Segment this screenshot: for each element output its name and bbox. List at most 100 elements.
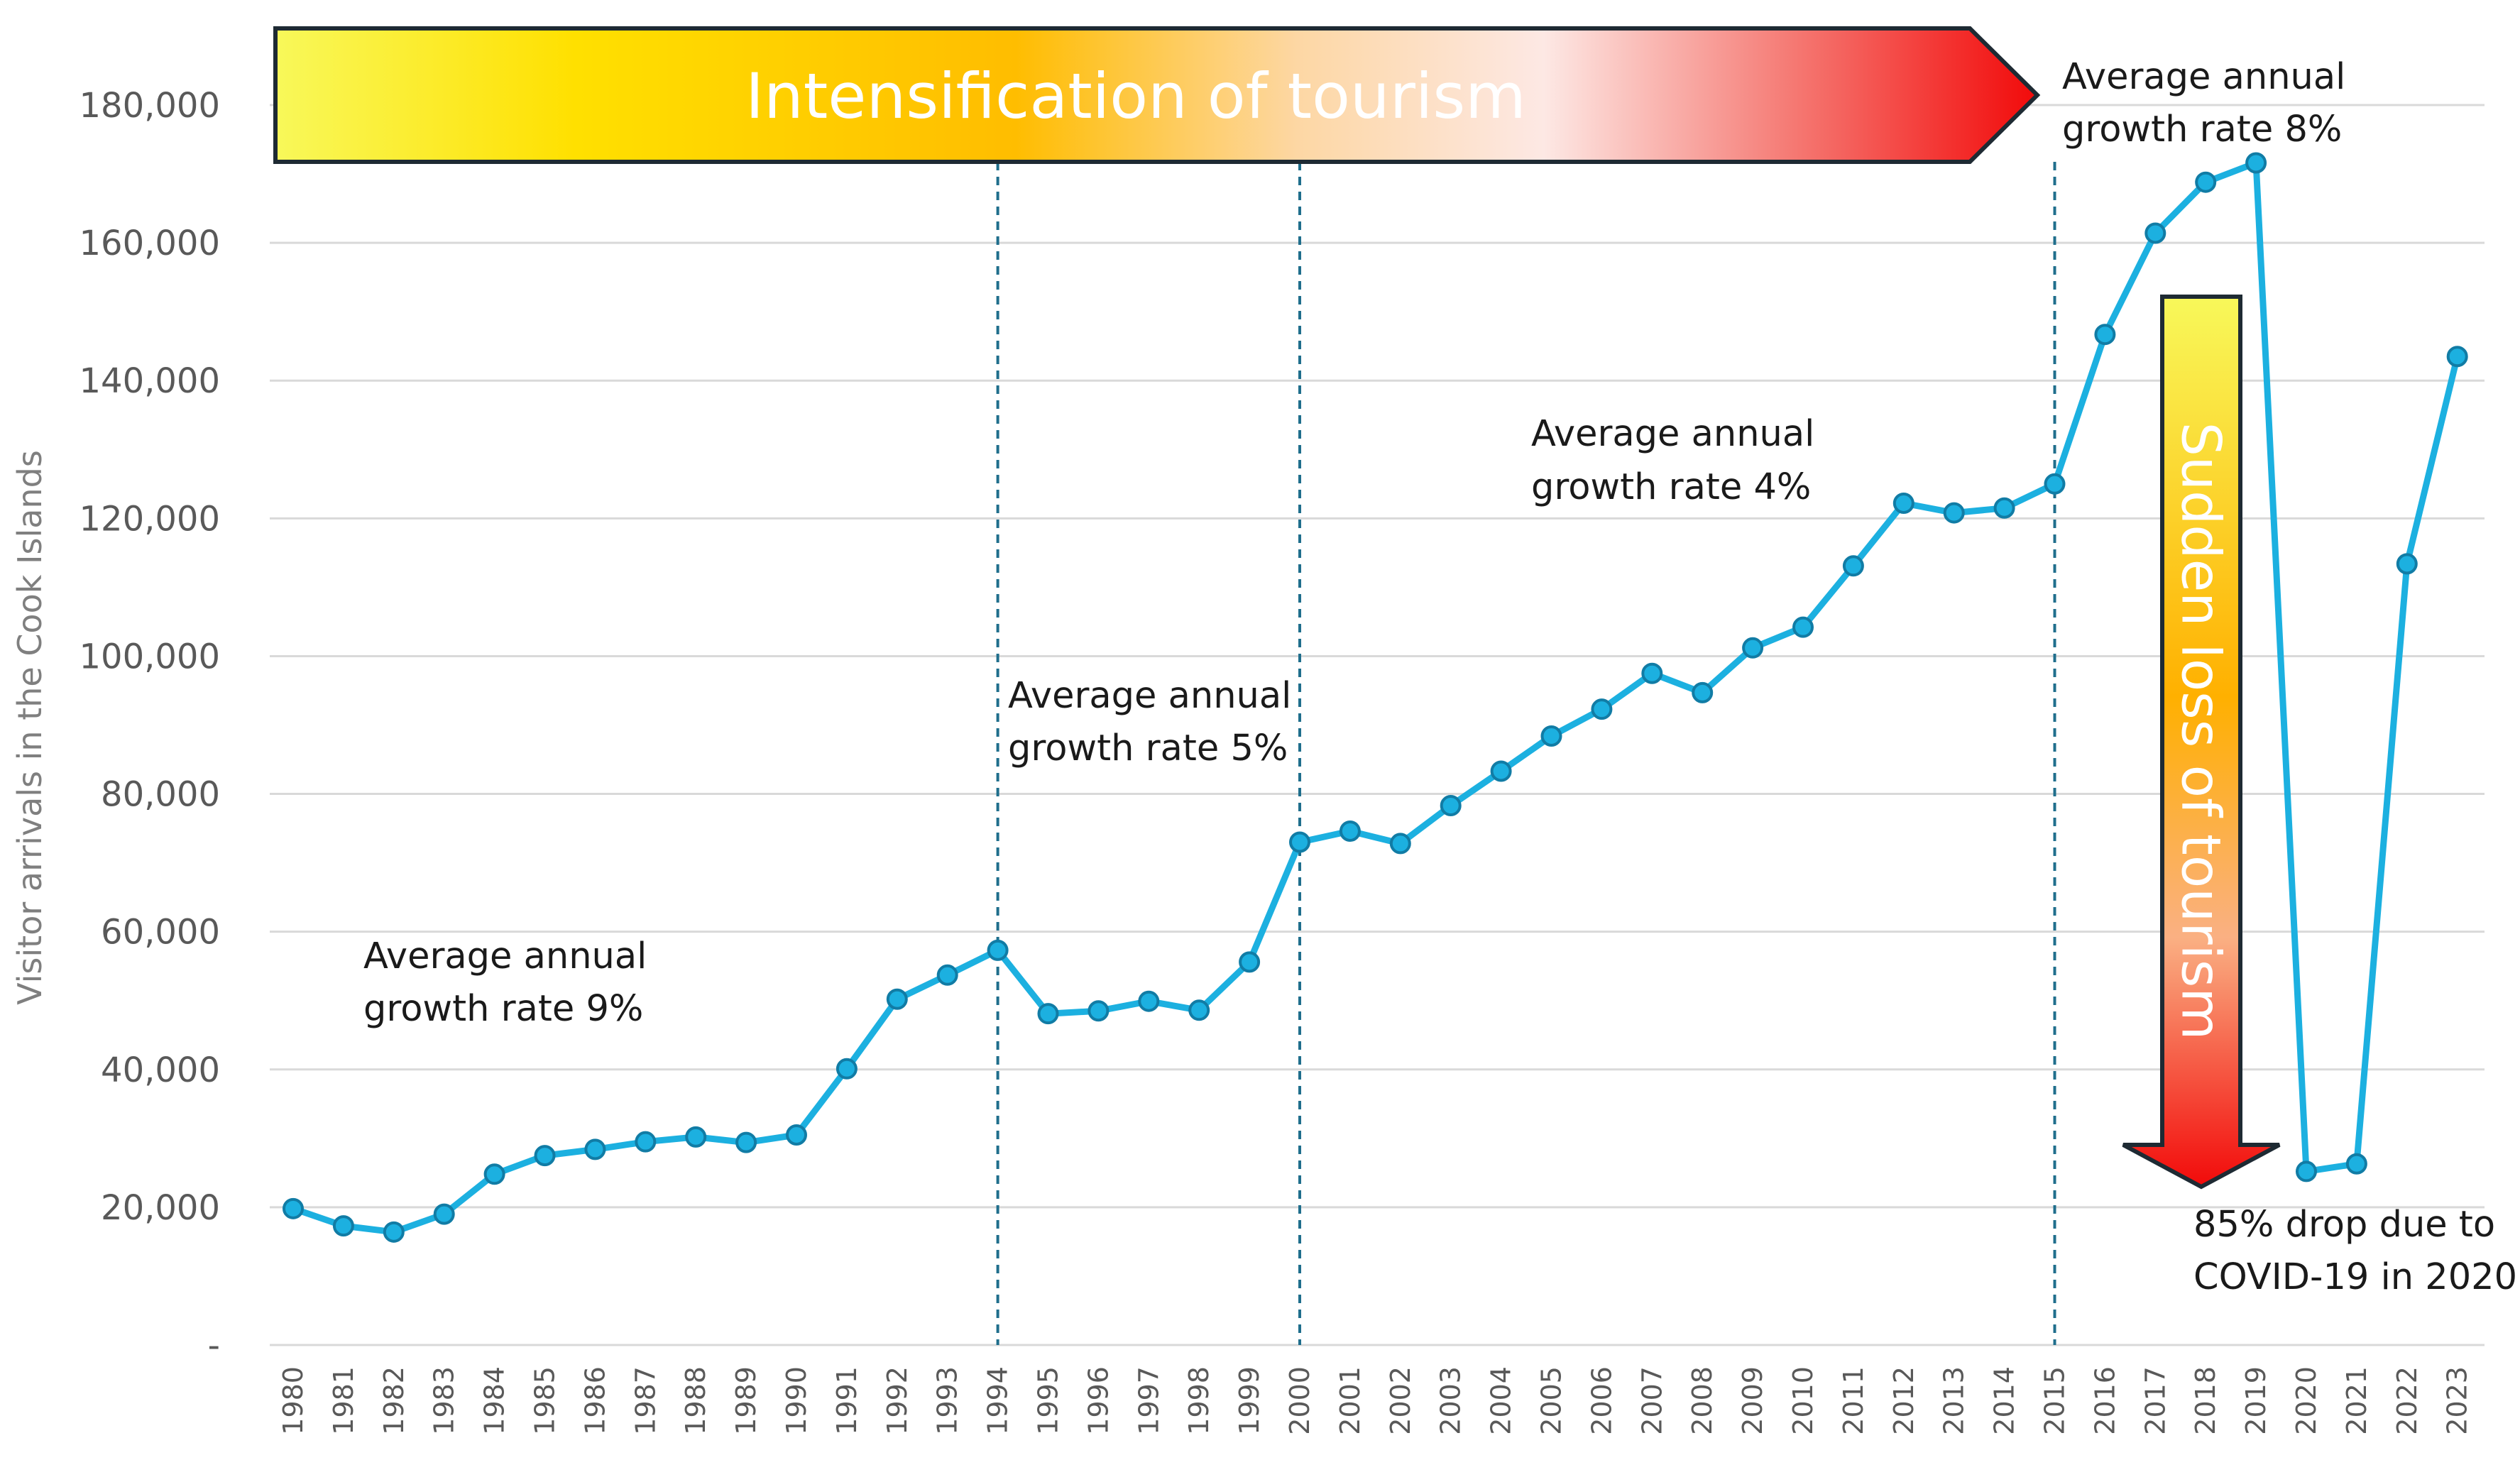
data-point-1990	[786, 1124, 807, 1146]
y-tick-label: 60,000	[101, 913, 220, 953]
intensification-label: Intensification of tourism	[745, 60, 1526, 133]
x-tick-label: 2002	[1385, 1366, 1416, 1435]
x-tick-label: 1987	[630, 1366, 661, 1435]
x-tick-label: 1988	[680, 1366, 711, 1435]
data-point-1998	[1188, 999, 1210, 1021]
y-tick-label: 80,000	[101, 775, 220, 815]
series-visitor-arrivals	[283, 152, 2468, 1243]
sudden-loss-arrow	[2122, 295, 2281, 1190]
intensification-arrow	[273, 26, 2041, 164]
data-point-1984	[483, 1163, 505, 1185]
data-point-2005	[1540, 725, 1562, 747]
x-tick-label: 2022	[2392, 1366, 2423, 1435]
data-point-1997	[1138, 990, 1160, 1012]
data-point-1988	[685, 1126, 707, 1148]
data-point-1995	[1037, 1003, 1059, 1025]
x-tick-label: 1981	[328, 1366, 359, 1435]
x-tick-label: 2021	[2341, 1366, 2372, 1435]
data-point-1993	[936, 964, 958, 986]
data-point-2012	[1892, 492, 1914, 514]
x-tick-label: 1991	[831, 1366, 862, 1435]
x-tick-label: 2019	[2240, 1366, 2272, 1435]
x-tick-label: 2009	[1737, 1366, 1768, 1435]
data-point-2016	[2094, 324, 2116, 346]
x-tick-label: 1985	[530, 1366, 561, 1435]
x-tick-label: 2013	[1939, 1366, 1970, 1435]
x-tick-label: 2016	[2089, 1366, 2120, 1435]
data-point-1982	[383, 1221, 405, 1243]
data-point-1986	[584, 1138, 606, 1160]
data-point-2010	[1792, 616, 1814, 638]
data-point-2002	[1389, 833, 1411, 855]
x-tick-label: 2011	[1838, 1366, 1869, 1435]
x-tick-label: 2008	[1687, 1366, 1718, 1435]
data-point-2006	[1591, 698, 1613, 720]
data-point-1987	[635, 1131, 657, 1153]
data-point-1989	[735, 1131, 757, 1153]
data-point-1985	[534, 1145, 556, 1167]
x-tick-label: 2023	[2442, 1366, 2473, 1435]
x-tick-label: 1983	[429, 1366, 460, 1435]
x-tick-label: 2007	[1636, 1366, 1667, 1435]
annotation-line: Average annual	[1008, 675, 1291, 717]
x-tick-label: 2000	[1284, 1366, 1315, 1435]
data-point-2020	[2296, 1160, 2317, 1182]
annotation-growth-9: Average annual growth rate 9%	[363, 935, 647, 1030]
x-tick-label: 1982	[378, 1366, 410, 1435]
annotation-growth-8: Average annual growth rate 8%	[2062, 56, 2345, 150]
y-tick-label: 120,000	[80, 499, 221, 539]
data-point-2004	[1490, 760, 1512, 782]
data-point-2019	[2245, 152, 2267, 174]
data-point-2007	[1641, 662, 1663, 684]
x-tick-label: 2018	[2190, 1366, 2221, 1435]
annotation-growth-4: Average annual growth rate 4%	[1531, 413, 1814, 508]
data-point-1981	[332, 1215, 354, 1237]
data-point-2015	[2044, 473, 2066, 495]
data-point-2000	[1289, 831, 1310, 853]
annotation-line: growth rate 5%	[1008, 728, 1288, 769]
y-tick-label: 20,000	[101, 1188, 220, 1228]
x-tick-label: 2015	[2039, 1366, 2071, 1435]
data-point-2003	[1440, 795, 1462, 817]
y-tick-label: 40,000	[101, 1050, 220, 1090]
x-tick-label: 1993	[932, 1366, 963, 1435]
x-tick-label: 1980	[278, 1366, 309, 1435]
annotation-line: COVID-19 in 2020	[2193, 1256, 2517, 1298]
gridlines	[270, 104, 2485, 1346]
x-axis-ticks: 1980 1981 1982 1983 1984 1985 1986 1987 1988 1989…	[278, 1366, 2473, 1435]
data-point-2022	[2396, 553, 2418, 575]
x-tick-label: 1992	[882, 1366, 913, 1435]
annotation-line: Average annual	[2062, 56, 2345, 98]
sudden-loss-banner: Sudden loss of tourism	[2122, 295, 2281, 1190]
data-point-1996	[1088, 1000, 1110, 1022]
data-point-2021	[2345, 1153, 2367, 1175]
x-tick-label: 2017	[2140, 1366, 2171, 1435]
y-tick-label: 180,000	[80, 86, 221, 126]
data-point-2023	[2446, 346, 2468, 368]
data-point-1991	[836, 1058, 858, 1080]
y-axis-label: Visitor arrivals in the Cook Islands	[11, 450, 49, 1005]
x-tick-label: 1989	[730, 1366, 762, 1435]
x-tick-label: 1997	[1133, 1366, 1164, 1435]
x-tick-label: 1994	[982, 1366, 1014, 1435]
x-tick-label: 2014	[1989, 1366, 2020, 1435]
data-point-1980	[283, 1197, 304, 1219]
x-tick-label: 2001	[1335, 1366, 1366, 1435]
annotation-line: Average annual	[363, 935, 647, 977]
x-tick-label: 1986	[579, 1366, 610, 1435]
data-point-2009	[1742, 637, 1764, 659]
data-point-1999	[1239, 951, 1261, 973]
x-tick-label: 1999	[1234, 1366, 1265, 1435]
data-point-2018	[2195, 171, 2217, 193]
y-axis-ticks: - 20,000 40,000 60,000 80,000 100,000 120,000 1…	[80, 86, 221, 1366]
x-tick-label: 1998	[1183, 1366, 1215, 1435]
x-tick-label: 2020	[2291, 1366, 2322, 1435]
x-tick-label: 1995	[1033, 1366, 1064, 1435]
data-point-2017	[2144, 222, 2166, 244]
y-tick-label: 100,000	[80, 637, 221, 676]
annotation-line: growth rate 9%	[363, 988, 643, 1030]
annotation-covid-drop: 85% drop due to COVID-19 in 2020	[2193, 1204, 2517, 1298]
data-point-2008	[1692, 681, 1714, 703]
x-tick-label: 2003	[1435, 1366, 1467, 1435]
